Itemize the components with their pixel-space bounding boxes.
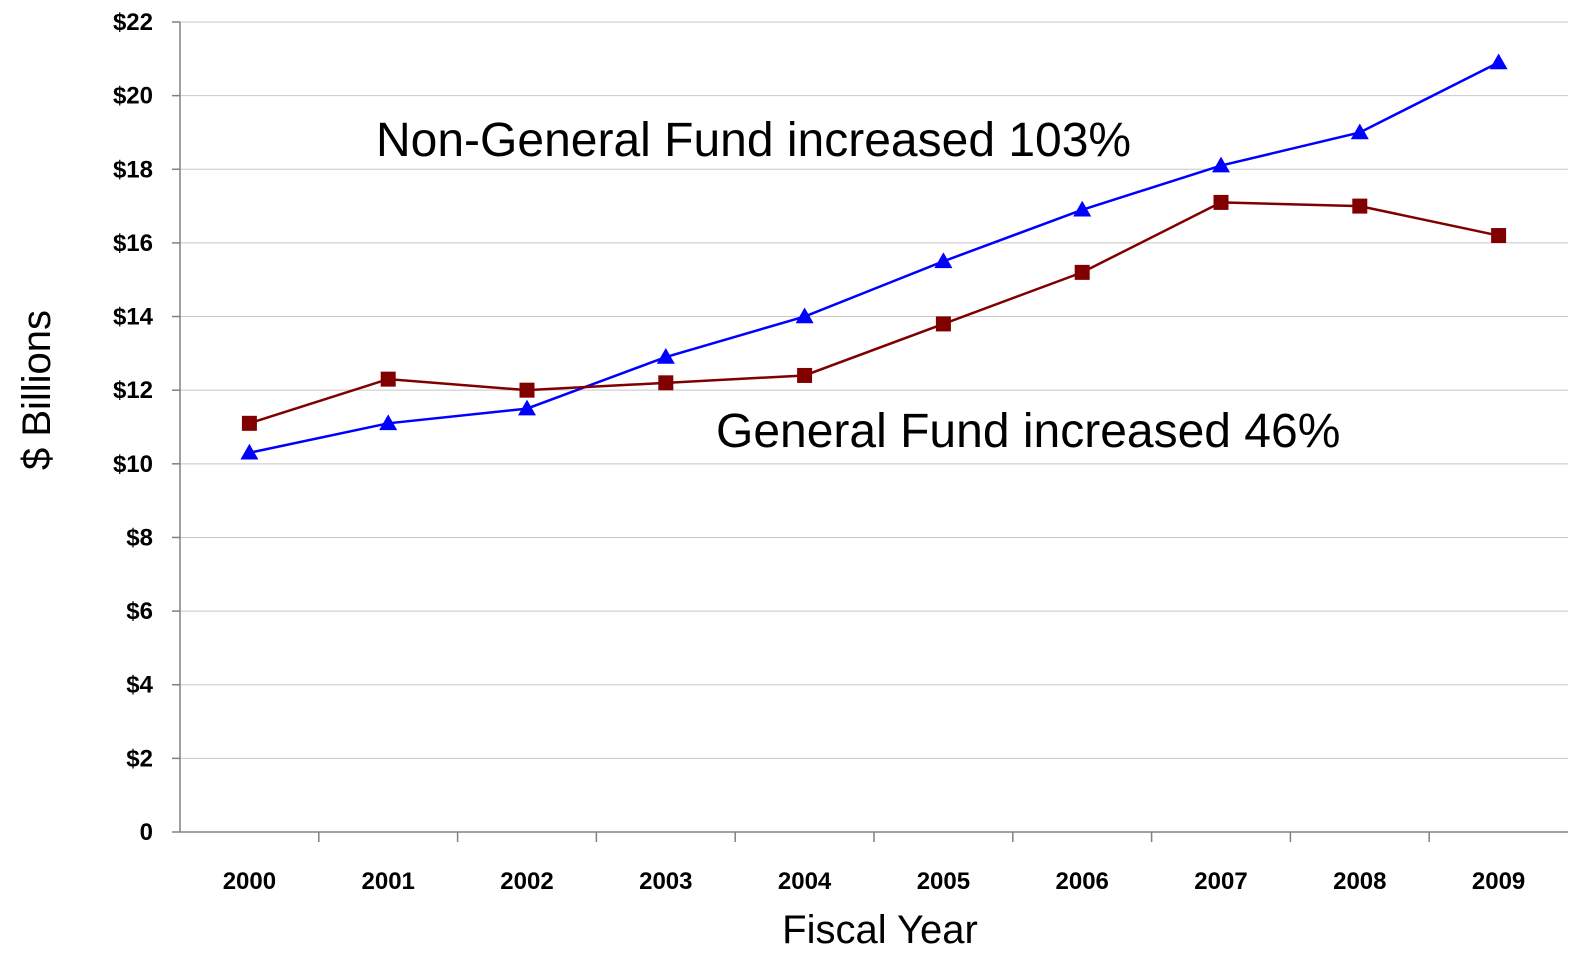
x-axis-title: Fiscal Year: [782, 908, 978, 952]
data-point-triangle: [1489, 53, 1508, 70]
gridlines: [180, 21, 1568, 759]
x-axis-ticks: 2000 2001 2002 2003 2004 2005 2006 2007 2008 2009: [223, 832, 1525, 895]
x-tick-label: 2005: [917, 868, 970, 895]
x-tick-label: 2000: [223, 868, 276, 895]
series-group: [240, 53, 1508, 460]
data-point-square: [380, 371, 396, 387]
y-tick-label: $22: [113, 9, 153, 36]
data-point-triangle: [379, 414, 398, 431]
data-point-triangle: [656, 348, 675, 364]
data-point-triangle: [934, 252, 953, 269]
y-tick-label: $10: [113, 451, 153, 478]
series-non-general-fund: [240, 53, 1508, 460]
x-tick-label: 2002: [500, 868, 553, 895]
x-tick-label: 2008: [1333, 868, 1386, 895]
x-tick-label: 2007: [1194, 868, 1247, 895]
data-point-square: [1074, 264, 1090, 280]
data-point-square: [1352, 198, 1368, 214]
data-point-square: [797, 367, 813, 383]
data-point-triangle: [1350, 123, 1369, 140]
series-line-general-fund: [249, 201, 1499, 425]
data-point-triangle: [240, 443, 259, 460]
y-tick-label: $6: [126, 598, 153, 625]
series-line-non-general-fund: [249, 61, 1500, 454]
y-tick-label: $14: [113, 304, 154, 331]
y-tick-label: $16: [113, 230, 153, 257]
y-tick-label: $20: [113, 83, 153, 110]
y-tick-label: $18: [113, 156, 153, 183]
data-point-square: [241, 415, 257, 431]
y-tick-label: $2: [126, 745, 153, 772]
data-point-square: [658, 375, 674, 391]
data-point-square: [935, 316, 951, 332]
data-point-triangle: [518, 399, 536, 416]
data-point-square: [1213, 194, 1229, 210]
y-axis-title: $ Billions: [15, 310, 59, 470]
data-point-triangle: [1073, 200, 1092, 217]
y-tick-label: $4: [126, 672, 153, 699]
annotation-non-general-fund: Non-General Fund increased 103%: [376, 114, 1131, 167]
annotation-general-fund: General Fund increased 46%: [716, 405, 1340, 458]
data-point-triangle: [1212, 156, 1230, 173]
data-point-square: [1491, 228, 1507, 244]
y-axis-ticks: 0 $2 $4 $6 $8 $10 $12 $14 $16 $18 $20 $22: [113, 9, 180, 846]
series-general-fund: [241, 194, 1507, 431]
x-tick-label: 2004: [778, 868, 832, 895]
x-tick-label: 2006: [1056, 868, 1109, 895]
x-tick-label: 2009: [1472, 868, 1525, 895]
y-tick-label: $8: [126, 524, 153, 551]
x-tick-label: 2001: [362, 868, 415, 895]
y-tick-label: $12: [113, 377, 153, 404]
data-point-triangle: [795, 307, 814, 324]
y-tick-label: 0: [140, 819, 153, 846]
data-point-square: [519, 382, 535, 398]
x-tick-label: 2003: [639, 868, 692, 895]
